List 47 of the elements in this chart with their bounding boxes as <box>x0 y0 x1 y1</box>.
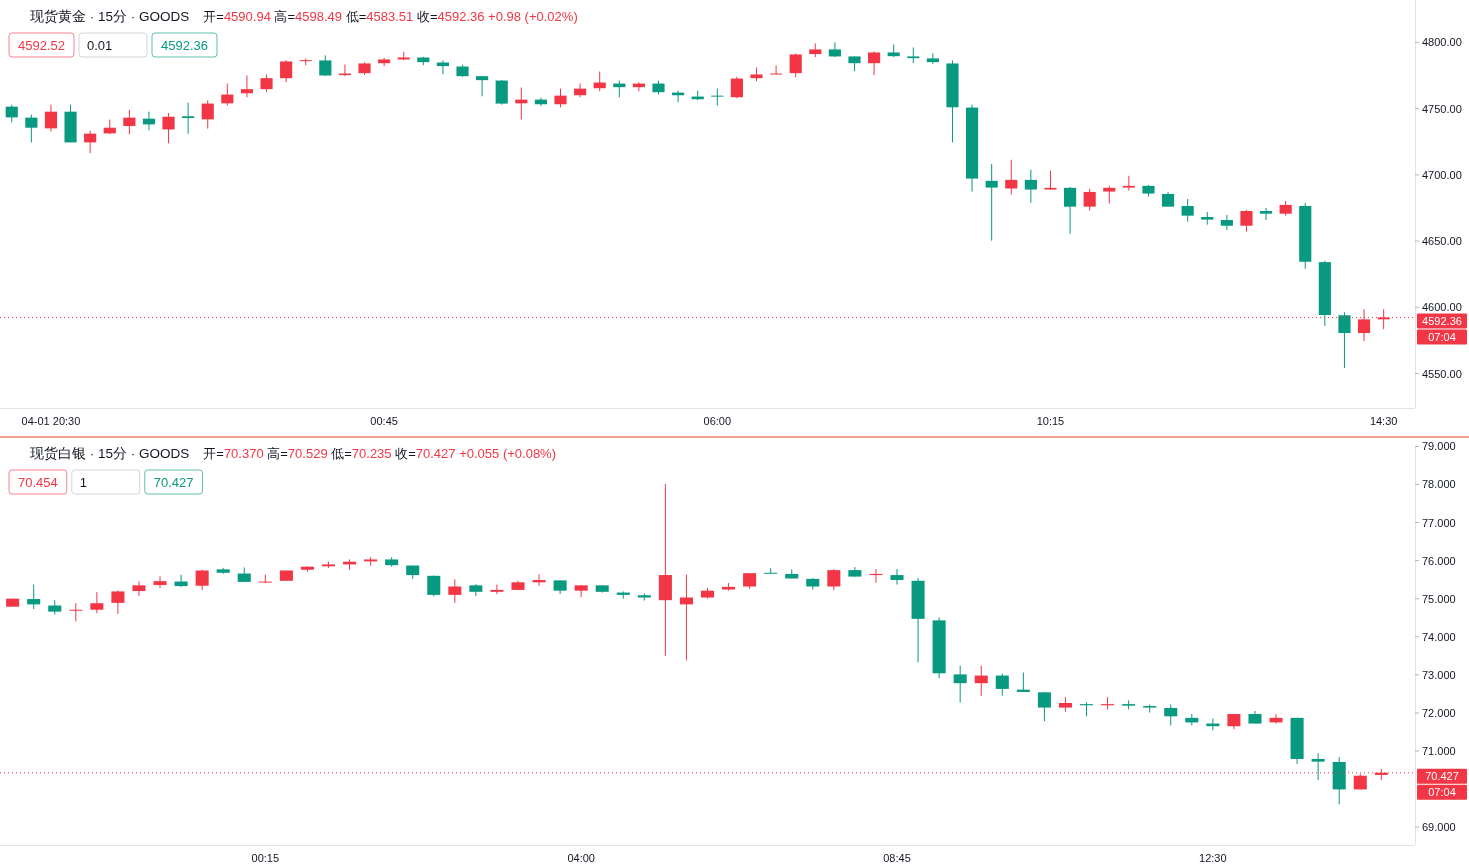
y-tick-label: 72.000 <box>1422 706 1456 719</box>
text: 现货黄金 · 15分 · GOODS <box>30 8 190 24</box>
y-tick-label: 4750.00 <box>1422 102 1462 115</box>
y-tick-label: 4600.00 <box>1422 301 1462 314</box>
quote-box: 1 <box>71 469 141 495</box>
y-tick-label: 4700.00 <box>1422 168 1462 181</box>
annotation: 1 <box>79 474 87 490</box>
y-tick-label: 77.000 <box>1422 516 1456 529</box>
x-tick-label: 04-01 20:30 <box>21 415 81 427</box>
x-tick-label: 06:00 <box>703 415 732 427</box>
y-tick-label: 4550.00 <box>1422 367 1462 380</box>
annotation: 70.454 <box>18 474 58 490</box>
y-tick-label: 75.000 <box>1422 592 1456 605</box>
annotation: 4592.36 <box>161 37 208 53</box>
quote-box: 4592.36 <box>151 32 218 58</box>
annotation: 4592.52 <box>18 37 65 53</box>
y-tick-label: 74.000 <box>1422 630 1456 643</box>
y-tick-label: 79.000 <box>1422 440 1456 453</box>
countdown: 07:04 <box>1417 329 1467 345</box>
price-label: 70.427 <box>1417 768 1467 784</box>
y-tick-label: 78.000 <box>1422 478 1456 491</box>
annotation: 0.01 <box>87 37 113 53</box>
y-tick-label: 76.000 <box>1422 554 1456 567</box>
text: 开=4590.94 高=4598.49 低=4583.51 收=4592.36 +0.98 (+0.02%) <box>203 8 578 24</box>
chart-title: 现货白银 · 15分 · GOODS <box>30 445 190 461</box>
x-tick-label: 04:00 <box>567 852 595 864</box>
x-tick-label: 14:30 <box>1369 415 1398 427</box>
y-tick-label: 4650.00 <box>1422 235 1462 248</box>
y-tick-label: 4800.00 <box>1422 36 1462 49</box>
quote-box: 0.01 <box>78 32 148 58</box>
quote-box: 4592.52 <box>8 32 75 58</box>
x-tick-label: 12:30 <box>1199 852 1227 864</box>
ref-line-label: 4592.36 <box>1422 314 1462 327</box>
price-label: 4592.36 <box>1417 313 1467 329</box>
x-tick-label: 10:15 <box>1036 415 1065 427</box>
ref-line-label: 70.427 <box>1425 770 1459 783</box>
annotation: 70.427 <box>153 474 194 490</box>
quote-box: 70.427 <box>144 469 204 495</box>
quote-box: 70.454 <box>8 469 68 495</box>
y-tick-label: 71.000 <box>1422 744 1456 757</box>
y-tick-label: 73.000 <box>1422 668 1456 681</box>
x-tick-label: 00:15 <box>251 852 280 864</box>
x-tick-label: 08:45 <box>883 852 911 864</box>
y-tick-label: 69.000 <box>1422 821 1456 834</box>
x-tick-label: 00:45 <box>370 415 398 427</box>
chart-subtitle: 开=70.370 高=70.529 低=70.235 收=70.427 +0.055 (+0.08%) <box>203 445 557 461</box>
countdown: 07:04 <box>1417 784 1467 800</box>
